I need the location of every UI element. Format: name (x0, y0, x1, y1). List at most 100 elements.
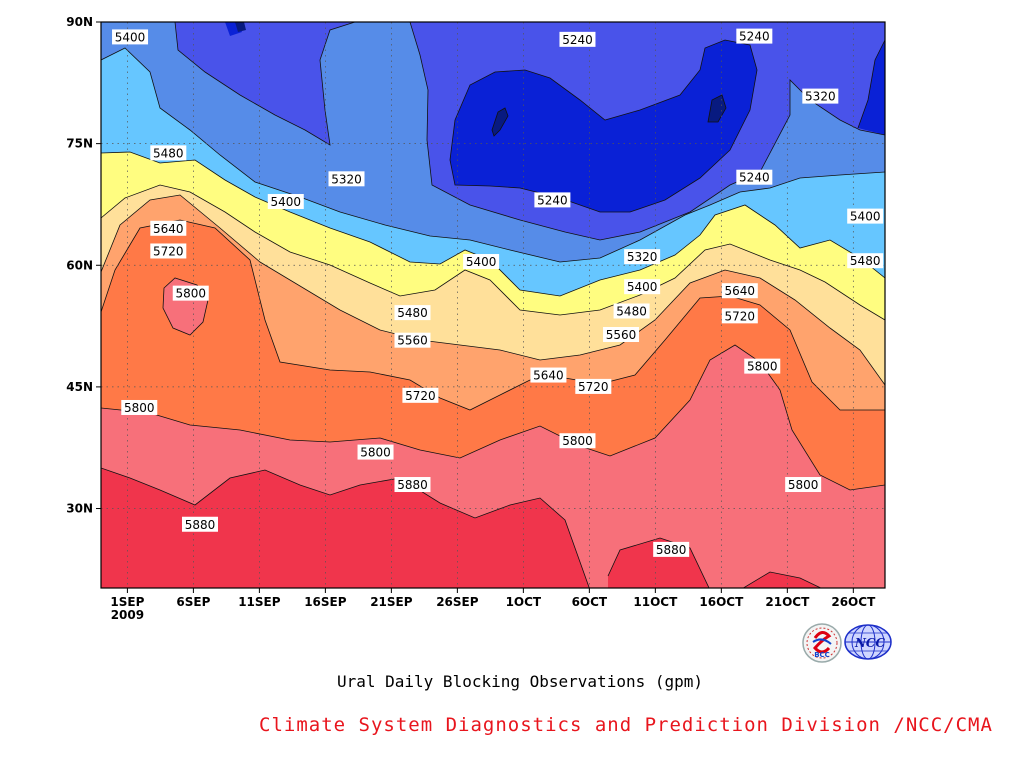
contour-label-box (744, 358, 781, 374)
contour-label-text: 5240 (562, 33, 593, 47)
contour-label-text: 5720 (405, 389, 436, 403)
contour-label: 5800 (357, 444, 394, 460)
contour-label-text: 5400 (115, 30, 146, 44)
contour-label-text: 5480 (397, 306, 428, 320)
contour-label-text: 5320 (331, 172, 362, 186)
contour-label: 5800 (785, 477, 822, 493)
contour-label: 5720 (402, 387, 439, 403)
contour-label: 5320 (802, 88, 839, 104)
contour-label-text: 5480 (850, 254, 881, 268)
plot-frame (100, 21, 886, 589)
contour-label-box (624, 279, 661, 295)
x-tick-label: 21SEP (370, 595, 413, 609)
contour-label: 5400 (847, 208, 884, 224)
contour-label-box (721, 283, 758, 299)
contour-label: 5240 (534, 192, 571, 208)
contour-label: 5880 (181, 516, 218, 532)
y-tick-label: 45N (66, 380, 93, 394)
bcc-logo-icon: BCC (802, 623, 842, 663)
x-tick-label: 11SEP (238, 595, 281, 609)
contour-label-box (603, 327, 640, 343)
contour-label-box (847, 208, 884, 224)
contour-label-text: 5400 (466, 255, 497, 269)
contour-label-box (328, 171, 365, 187)
contour-label-box (575, 378, 612, 394)
contour-label: 5400 (267, 194, 304, 210)
contour-label-box (559, 433, 596, 449)
contour-label-text: 5640 (725, 284, 756, 298)
band-5240 (175, 22, 355, 145)
contour-label-text: 5240 (537, 193, 568, 207)
contour-label-box (559, 31, 596, 47)
contour-label-text: 5480 (153, 146, 184, 160)
contour-label-box (736, 28, 773, 44)
contour-label-text: 5800 (360, 446, 391, 460)
contour-label-text: 5480 (616, 304, 647, 318)
contour-label: 5400 (112, 29, 149, 45)
credit-line: Climate System Diagnostics and Predictio… (259, 714, 993, 736)
contour-label-text: 5800 (124, 401, 155, 415)
contour-label-box (736, 169, 773, 185)
contour-label-text: 5560 (606, 328, 637, 342)
contour-label-text: 5880 (656, 543, 687, 557)
contour-label-text: 5240 (739, 171, 770, 185)
contour-label: 5320 (328, 171, 365, 187)
contour-label: 5240 (736, 169, 773, 185)
band-5880-patch (743, 572, 821, 588)
y-tick-label: 30N (66, 502, 93, 516)
contour-label-text: 5400 (271, 195, 302, 209)
band-5080 (235, 22, 246, 32)
contour-label-box (394, 477, 431, 493)
contour-label-box (150, 220, 187, 236)
logo-group: BCC NCC (802, 623, 892, 663)
contour-label-box (112, 29, 149, 45)
contour-label-box (463, 254, 500, 270)
x-tick-sublabel: 2009 (111, 608, 144, 622)
x-tick-label: 1OCT (506, 595, 542, 609)
contour-label-text: 5720 (725, 309, 756, 323)
contour-label-box (181, 516, 218, 532)
x-tick-label: 16SEP (304, 595, 347, 609)
contour-label-box (847, 253, 884, 269)
contour-label-text: 5720 (578, 380, 609, 394)
x-tick-label: 26OCT (831, 595, 876, 609)
contour-label-text: 5560 (397, 334, 428, 348)
contour-label-text: 5320 (627, 250, 658, 264)
contour-lines (101, 22, 885, 588)
contour-label: 5560 (394, 332, 431, 348)
contour-label: 5720 (575, 378, 612, 394)
contour-label-box (785, 477, 822, 493)
y-tick-label: 90N (66, 15, 93, 29)
x-tick-label: 26SEP (436, 595, 479, 609)
contour-label-box (530, 367, 567, 383)
contour-label: 5640 (150, 220, 187, 236)
contour-label: 5480 (150, 145, 187, 161)
contour-label: 5720 (150, 243, 187, 259)
contour-label: 5560 (603, 327, 640, 343)
ncc-logo-text: NCC (854, 636, 886, 650)
contour-label-box (402, 387, 439, 403)
contour-label-box (534, 192, 571, 208)
contour-label-box (613, 303, 650, 319)
x-tick-label: 21OCT (765, 595, 810, 609)
contour-label: 5800 (172, 285, 209, 301)
contour-label: 5800 (121, 399, 158, 415)
contour-label: 5320 (624, 249, 661, 265)
x-tick-label: 6OCT (572, 595, 608, 609)
contour-label-text: 5800 (562, 434, 593, 448)
contour-chart: 5400 5240 5240 5320 5480 5320 5400 5240 5240 5400… (66, 15, 886, 622)
contour-label: 5880 (394, 477, 431, 493)
band-5160 (858, 40, 885, 135)
contour-label: 5240 (559, 31, 596, 47)
contour-label-text: 5400 (627, 280, 658, 294)
x-tick-label: 1SEP (110, 595, 144, 609)
contour-fill-layer (101, 22, 885, 588)
x-tick-label: 6SEP (176, 595, 210, 609)
contour-label: 5240 (736, 28, 773, 44)
bcc-logo-text: BCC (814, 651, 830, 659)
y-tick-label: 60N (66, 258, 93, 272)
contour-label: 5800 (559, 433, 596, 449)
contour-label-text: 5880 (397, 478, 428, 492)
contour-label-box (357, 444, 394, 460)
contour-label-box (150, 243, 187, 259)
